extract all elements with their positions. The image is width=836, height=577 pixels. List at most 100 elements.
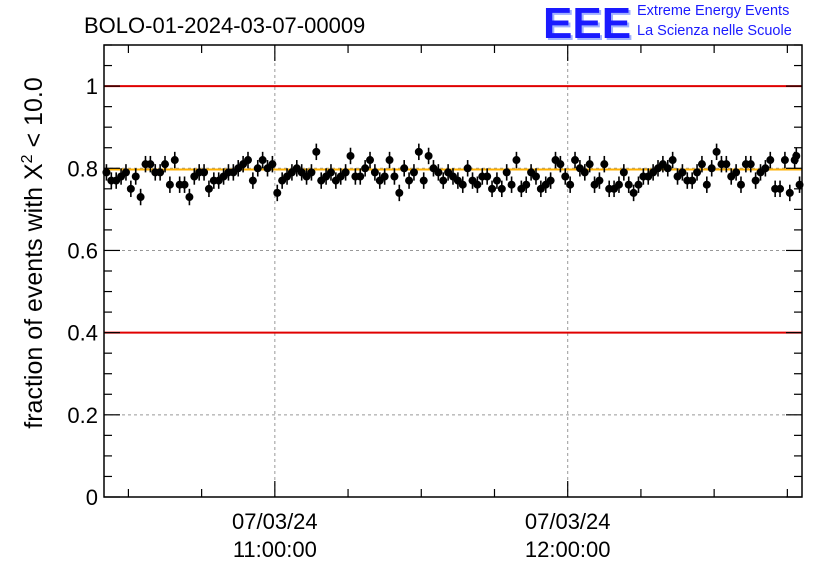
y-tick-label: 1: [86, 74, 98, 99]
data-point: [409, 168, 418, 177]
data-point: [248, 176, 257, 185]
data-point: [268, 160, 277, 169]
data-point: [434, 168, 443, 177]
data-point: [751, 176, 760, 185]
data-point: [346, 151, 355, 160]
data-point: [463, 164, 472, 173]
data-point: [761, 164, 770, 173]
y-tick-label: 0.4: [67, 321, 98, 346]
x-tick-label-date: 07/03/24: [232, 509, 318, 534]
data-point: [712, 147, 721, 156]
data-point: [522, 180, 531, 189]
data-point: [126, 184, 135, 193]
data-point: [561, 172, 570, 181]
data-point: [170, 156, 179, 165]
data-point: [702, 180, 711, 189]
y-axis-label-superscript: 2: [19, 154, 36, 163]
data-point: [356, 172, 365, 181]
data-point: [688, 176, 697, 185]
data-point: [512, 156, 521, 165]
data-point: [258, 156, 267, 165]
chart-title: BOLO-01-2024-03-07-00009: [84, 13, 365, 38]
data-point: [697, 160, 706, 169]
data-point: [766, 156, 775, 165]
data-point: [341, 168, 350, 177]
x-tick-label-time: 12:00:00: [525, 537, 611, 562]
data-point: [273, 188, 282, 197]
data-point: [556, 160, 565, 169]
data-point: [746, 160, 755, 169]
data-point: [492, 176, 501, 185]
data-point: [185, 193, 194, 202]
data-point: [488, 184, 497, 193]
data-point: [136, 193, 145, 202]
logo-line-1: Extreme Energy Events: [637, 3, 790, 19]
data-point: [390, 172, 399, 181]
data-point: [780, 156, 789, 165]
data-point: [580, 168, 589, 177]
y-axis-label: fraction of events with X2 < 10.0: [19, 77, 48, 428]
data-point: [785, 188, 794, 197]
data-point: [161, 160, 170, 169]
data-point: [546, 176, 555, 185]
y-tick-label: 0.2: [67, 403, 98, 428]
data-point: [370, 168, 379, 177]
data-point: [361, 164, 370, 173]
x-tick-label-date: 07/03/24: [525, 509, 611, 534]
data-point: [307, 168, 316, 177]
data-point: [165, 180, 174, 189]
data-point: [121, 168, 130, 177]
data-point: [619, 168, 628, 177]
data-point: [405, 176, 414, 185]
eee-logo-icon: EEE EEE: [543, 2, 633, 46]
data-point: [776, 184, 785, 193]
data-point: [634, 180, 643, 189]
data-point: [483, 172, 492, 181]
data-point: [585, 160, 594, 169]
data-point: [414, 147, 423, 156]
data-point: [614, 180, 623, 189]
y-tick-label: 0.6: [67, 238, 98, 263]
data-point: [131, 172, 140, 181]
data-point: [419, 176, 428, 185]
data-point: [571, 156, 580, 165]
y-axis-label-suffix: < 10.0: [20, 77, 48, 154]
eee-logo-text: EEE: [543, 2, 631, 46]
data-point: [204, 184, 213, 193]
y-tick-label: 0: [86, 485, 98, 510]
data-point: [624, 180, 633, 189]
data-point: [502, 168, 511, 177]
data-point: [385, 156, 394, 165]
data-point: [629, 188, 638, 197]
logo-line-2: La Scienza nelle Scuole: [637, 23, 792, 39]
data-point: [312, 147, 321, 156]
data-point: [722, 160, 731, 169]
data-point: [668, 156, 677, 165]
data-point: [566, 180, 575, 189]
axes: 0 0.2 0.4 0.6 0.8 1 07/03/24 11:00:00 07/03/24 12…: [67, 44, 803, 562]
data-point: [736, 180, 745, 189]
data-point: [792, 151, 801, 160]
data-points: [102, 143, 804, 206]
data-point: [395, 188, 404, 197]
data-point: [507, 180, 516, 189]
data-point: [497, 184, 506, 193]
data-point: [458, 180, 467, 189]
data-point: [380, 172, 389, 181]
data-point: [180, 180, 189, 189]
data-point: [439, 176, 448, 185]
data-point: [146, 160, 155, 169]
data-point: [326, 168, 335, 177]
data-point: [424, 151, 433, 160]
x-tick-label-time: 11:00:00: [233, 537, 317, 562]
data-point: [243, 156, 252, 165]
data-point: [678, 168, 687, 177]
data-point: [693, 168, 702, 177]
data-point: [531, 172, 540, 181]
data-point: [732, 168, 741, 177]
data-point: [663, 164, 672, 173]
y-axis-label-prefix: fraction of events with X: [20, 163, 48, 429]
